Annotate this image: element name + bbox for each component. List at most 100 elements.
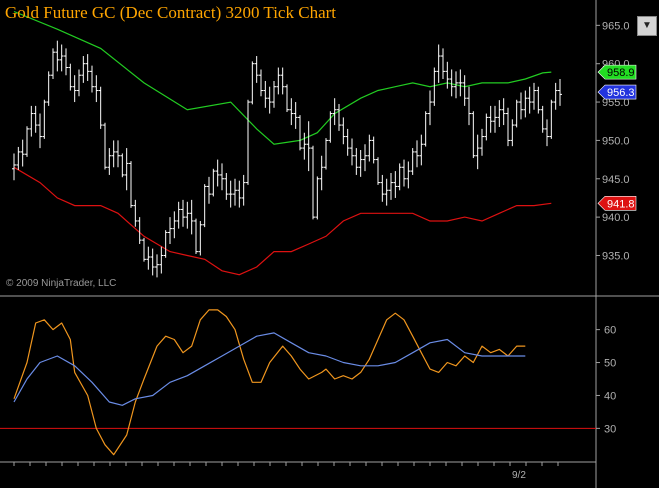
price-bar [298, 115, 302, 151]
price-bar [233, 178, 237, 206]
upper-band-line [13, 10, 552, 145]
price-bar [428, 90, 432, 126]
price-bar [215, 159, 220, 187]
price-bar [107, 148, 112, 175]
price-bar [402, 159, 406, 187]
price-bar [194, 218, 198, 254]
lower-band-line [13, 166, 552, 276]
price-bar [532, 82, 536, 110]
scroll-down-button[interactable]: ▼ [637, 16, 657, 36]
price-bar [12, 153, 16, 181]
signal-line [13, 332, 526, 406]
price-bar [337, 103, 341, 131]
oscillator-tick-label: 50 [604, 358, 616, 370]
price-bar [527, 86, 532, 114]
price-tick-label: 950.0 [602, 135, 630, 147]
price-bar [111, 140, 116, 168]
price-bar [341, 117, 346, 145]
price-bar [120, 153, 125, 178]
price-bar [514, 99, 519, 128]
price-bar [553, 82, 558, 110]
price-bar [410, 148, 415, 175]
price-bar [142, 237, 146, 262]
price-bar [462, 75, 467, 106]
price-bar [380, 174, 385, 202]
price-bar [181, 199, 185, 227]
price-bar [159, 246, 164, 274]
price-bar [558, 79, 562, 106]
price-bar [371, 136, 376, 164]
time-tick-label: 9/2 [512, 470, 526, 481]
price-bar [480, 128, 484, 156]
price-bar [363, 144, 367, 172]
price-bar [129, 161, 133, 208]
price-bar [384, 178, 389, 206]
price-bar [345, 128, 350, 156]
oscillator-tick-label: 60 [604, 325, 616, 337]
price-bar [406, 161, 411, 189]
price-tick-label: 940.0 [602, 212, 630, 224]
oscillator-tick-label: 40 [604, 390, 616, 402]
price-bar [59, 44, 64, 72]
price-bar [259, 69, 263, 97]
oscillator-tick-label: 30 [604, 423, 616, 435]
price-bar [510, 119, 515, 147]
price-bar [432, 67, 437, 106]
price-bar [397, 163, 402, 191]
price-tick-label: 955.0 [602, 97, 630, 109]
price-bar [445, 61, 450, 89]
oscillator-line [13, 309, 526, 456]
price-bar [133, 199, 138, 227]
price-bar [189, 199, 194, 235]
price-bar [163, 230, 168, 258]
price-bar [354, 148, 359, 175]
price-bar [449, 69, 454, 97]
price-tick-label: 965.0 [602, 20, 630, 32]
price-bar [64, 48, 68, 76]
price-bar [285, 84, 289, 113]
price-bar [202, 184, 207, 228]
price-bar [276, 67, 281, 95]
price-bar [324, 138, 328, 170]
price-bar [475, 134, 480, 170]
price-bar [545, 119, 549, 147]
price-bar [471, 111, 476, 159]
svg-text:941.8: 941.8 [607, 198, 635, 210]
price-bar [237, 180, 242, 208]
price-bar [20, 139, 25, 167]
price-bar [389, 173, 393, 200]
price-bar [85, 54, 90, 81]
price-bar [124, 148, 129, 191]
lower-band-price-tag: 941.8 [597, 196, 637, 211]
price-bar [367, 134, 372, 162]
price-bar [289, 98, 294, 126]
price-bar [250, 61, 255, 105]
price-bar [103, 122, 107, 170]
price-bar [436, 44, 441, 83]
price-bar [467, 86, 471, 126]
price-bar [263, 80, 268, 108]
price-bar [224, 173, 229, 200]
chart-title: Gold Future GC (Dec Contract) 3200 Tick … [5, 3, 336, 22]
price-bar [16, 146, 21, 170]
price-bar [484, 113, 489, 141]
price-bar [536, 86, 541, 114]
price-bar [55, 40, 60, 72]
price-bar [90, 65, 94, 93]
price-bar [185, 201, 190, 229]
price-bar [441, 48, 445, 80]
price-bar [176, 201, 181, 229]
price-bar [519, 92, 523, 120]
price-bar [46, 71, 51, 106]
price-bar [25, 126, 29, 157]
price-bar [540, 105, 545, 133]
price-bar [42, 99, 47, 139]
price-bar [306, 121, 311, 172]
price-bar [358, 150, 363, 177]
price-bar [272, 80, 276, 108]
price-bar [29, 105, 34, 137]
price-bar [501, 98, 506, 126]
price-bar [146, 246, 151, 270]
